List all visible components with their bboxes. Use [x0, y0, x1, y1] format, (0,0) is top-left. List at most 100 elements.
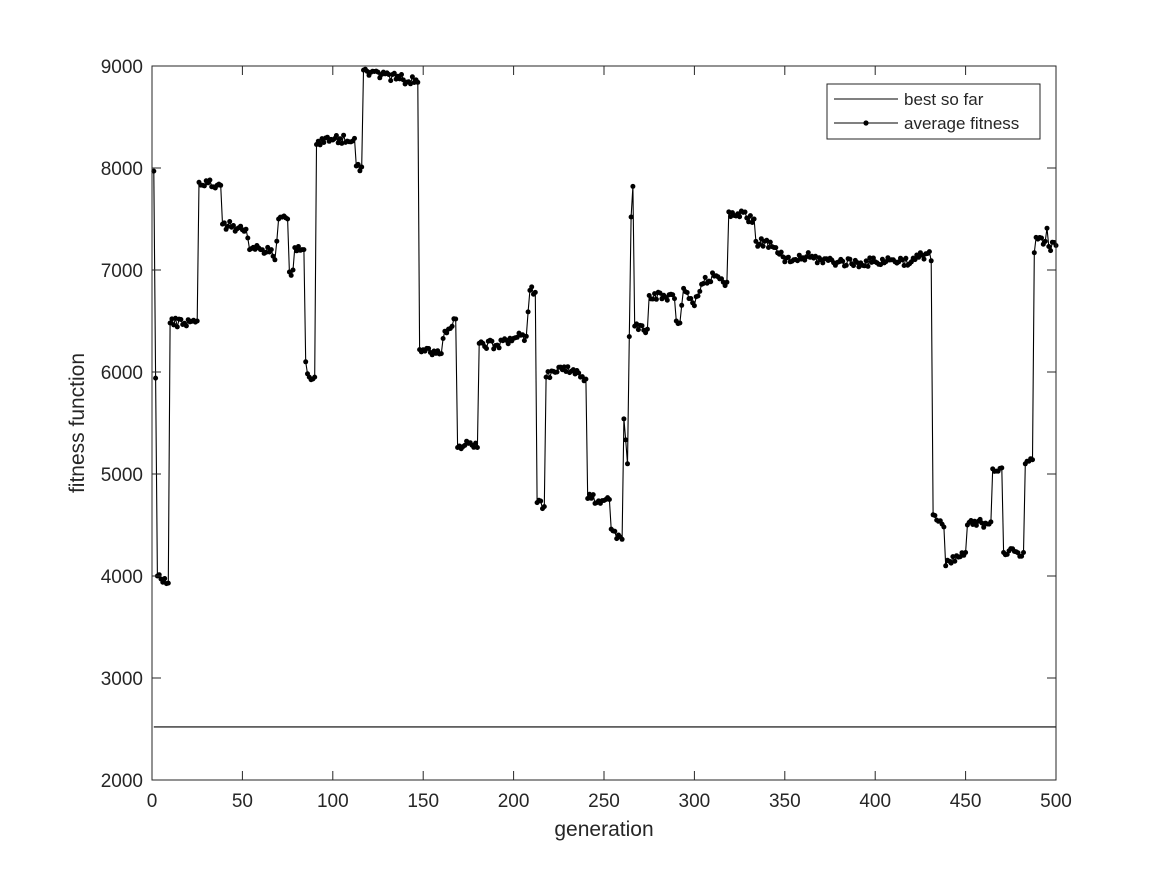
average-fitness-point — [767, 239, 773, 245]
average-fitness-point — [972, 518, 978, 524]
average-fitness-point — [679, 302, 685, 308]
average-fitness-point — [174, 324, 180, 330]
average-fitness-point — [630, 183, 636, 189]
average-fitness-point — [388, 78, 394, 84]
average-fitness-point — [664, 297, 670, 303]
average-fitness-point — [590, 492, 596, 498]
average-fitness-point — [626, 334, 632, 340]
x-tick-label: 350 — [769, 791, 801, 812]
average-fitness-point — [444, 330, 450, 336]
y-tick-label: 3000 — [101, 669, 143, 690]
average-fitness-point — [932, 513, 938, 518]
average-fitness-point — [851, 263, 856, 269]
average-fitness-point — [218, 182, 224, 188]
average-fitness-point — [697, 288, 703, 294]
average-fitness-point — [324, 134, 330, 140]
average-fitness-point — [1039, 235, 1044, 241]
average-fitness-point — [782, 259, 788, 265]
average-fitness-point — [901, 263, 907, 268]
average-fitness-point — [1044, 225, 1050, 231]
average-fitness-point — [963, 550, 969, 555]
average-fitness-point — [623, 437, 629, 443]
y-tick-label: 7000 — [101, 261, 143, 282]
average-fitness-point — [702, 274, 708, 280]
average-fitness-point — [625, 461, 630, 467]
average-fitness-point — [259, 247, 265, 253]
average-fitness-point — [758, 236, 764, 242]
x-tick-label: 50 — [232, 791, 253, 812]
average-fitness-point — [359, 164, 365, 170]
average-fitness-point — [639, 323, 645, 329]
average-fitness-point — [948, 560, 954, 566]
average-fitness-point — [657, 290, 663, 296]
average-fitness-point — [912, 257, 918, 263]
average-fitness-point — [449, 323, 455, 329]
average-fitness-point — [471, 444, 477, 450]
average-fitness-point — [677, 320, 683, 326]
average-fitness-point — [194, 318, 200, 324]
average-fitness-point — [805, 250, 811, 256]
average-fitness-point — [742, 209, 748, 215]
average-fitness-point — [576, 370, 582, 376]
average-fitness-point — [979, 520, 985, 526]
average-fitness-point — [691, 303, 697, 309]
y-tick-label: 9000 — [101, 57, 143, 78]
average-fitness-point — [928, 258, 934, 264]
average-fitness-point — [587, 491, 592, 497]
average-fitness-point — [484, 346, 489, 351]
x-axis-ticks: 0 50 100 150 200 250 300 350 400 450 500 — [147, 66, 1072, 812]
y-tick-label: 8000 — [101, 159, 143, 180]
average-fitness-point — [473, 440, 479, 446]
average-fitness-point — [321, 140, 327, 145]
average-fitness-point — [207, 177, 213, 183]
average-fitness-point — [294, 248, 300, 254]
average-fitness-point — [650, 296, 656, 302]
average-fitness-point — [221, 220, 227, 226]
average-fitness-point — [333, 133, 339, 138]
average-fitness-point — [628, 214, 634, 220]
average-fitness-point — [753, 238, 759, 244]
average-fitness-point — [981, 524, 987, 530]
average-fitness-point — [529, 284, 535, 290]
average-fitness-point — [532, 289, 538, 295]
average-fitness-point — [399, 72, 404, 77]
average-fitness-point — [785, 254, 791, 260]
average-fitness-point — [644, 326, 650, 332]
average-fitness-point — [688, 296, 694, 301]
average-fitness-point — [547, 375, 553, 381]
average-fitness-point — [724, 279, 730, 285]
average-fitness-point — [843, 262, 849, 268]
average-fitness-point — [908, 259, 914, 265]
average-fitness-point — [1021, 550, 1026, 555]
average-fitness-point — [952, 558, 958, 564]
average-fitness-point — [521, 338, 527, 344]
average-fitness-point — [653, 296, 659, 302]
average-fitness-point — [245, 235, 251, 241]
average-fitness-point — [230, 223, 236, 228]
average-fitness-point — [1030, 457, 1035, 463]
average-fitness-point — [288, 272, 294, 278]
average-fitness-point — [747, 213, 753, 219]
average-fitness-point — [227, 219, 233, 224]
average-fitness-point — [863, 258, 869, 264]
average-fitness-point — [561, 364, 567, 370]
average-fitness-point — [409, 74, 415, 80]
x-tick-label: 250 — [588, 791, 620, 812]
average-fitness-point — [588, 495, 594, 501]
average-fitness-point — [1048, 248, 1054, 254]
average-fitness-point — [352, 135, 357, 141]
average-fitness-point — [523, 333, 529, 339]
average-fitness-point — [541, 504, 547, 510]
average-fitness-point — [415, 79, 421, 85]
average-fitness-point — [867, 255, 873, 261]
average-fitness-point — [440, 336, 446, 341]
average-fitness-point — [301, 247, 307, 253]
average-fitness-point — [921, 256, 927, 262]
average-fitness-point — [612, 528, 618, 534]
average-fitness-point — [744, 215, 750, 221]
average-fitness-point — [178, 317, 184, 322]
average-fitness-point — [386, 72, 392, 77]
average-fitness-point — [295, 244, 301, 249]
average-fitness-point — [579, 374, 585, 380]
